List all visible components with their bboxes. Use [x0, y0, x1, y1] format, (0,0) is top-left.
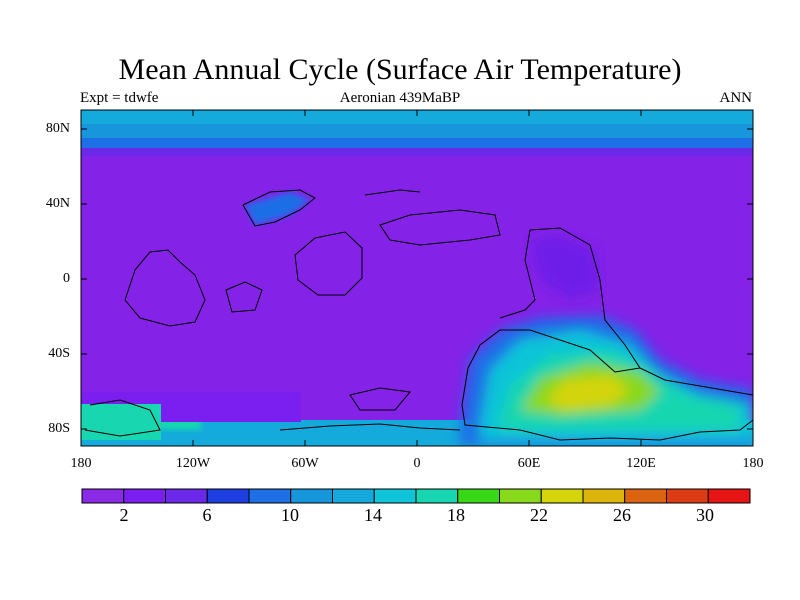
colorbar-swatch — [206, 488, 250, 504]
x-tick-60w: 60W — [291, 456, 319, 471]
y-tick-80s: 80S — [48, 421, 70, 436]
colorbar-label-6: 6 — [202, 505, 212, 525]
coast-south-west — [84, 399, 161, 437]
coast-north-fragment — [364, 189, 421, 196]
colorbar-swatch — [373, 488, 417, 504]
coast-north-landmass — [379, 209, 501, 246]
coast-south-shelf — [279, 423, 461, 431]
colorbar-swatch — [457, 488, 500, 504]
colorbar-label-22: 22 — [530, 505, 548, 525]
period-label: Aeronian 439MaBP — [339, 90, 461, 106]
colorbar-label-30: 30 — [696, 505, 714, 525]
colorbar-label-14: 14 — [364, 505, 382, 525]
x-tick-0: 0 — [413, 456, 421, 471]
x-tick-180e: 180 — [742, 456, 764, 471]
colorbar-swatch — [540, 488, 584, 504]
coast-east-continent — [461, 227, 753, 441]
field-south-teal — [81, 404, 161, 440]
colorbar-swatch — [165, 488, 208, 504]
colorbar — [81, 488, 751, 504]
field-north-band-3 — [81, 138, 753, 148]
x-tick-180w: 180 — [70, 456, 92, 471]
field-warm-continent — [460, 316, 753, 446]
colorbar-label-2: 2 — [119, 505, 129, 525]
colorbar-swatch — [666, 488, 709, 504]
colorbar-swatch — [582, 488, 626, 504]
colorbar-swatch — [123, 488, 166, 504]
colorbar-label-18: 18 — [447, 505, 465, 525]
colorbar-swatch — [624, 488, 667, 504]
colorbar-swatch — [248, 488, 292, 504]
season-label: ANN — [719, 90, 753, 106]
colorbar-swatch — [81, 488, 125, 504]
field-north-band-1 — [81, 110, 753, 124]
y-tick-40s: 40S — [48, 346, 70, 361]
colorbar-label-26: 26 — [613, 505, 631, 525]
field-north-band-2 — [81, 124, 753, 138]
colorbar-swatch — [290, 488, 333, 504]
x-tick-120w: 120W — [175, 456, 211, 471]
temperature-field — [81, 110, 753, 446]
x-tick-120e: 120E — [626, 456, 656, 471]
coast-south-island — [349, 387, 411, 411]
map-title: Mean Annual Cycle (Surface Air Temperatu… — [118, 53, 682, 86]
coast-west-island — [225, 281, 263, 313]
coast-north-island — [242, 189, 316, 227]
colorbar-swatch — [415, 488, 459, 504]
experiment-label: Expt = tdwfe — [80, 90, 159, 106]
field-north-band-4 — [81, 148, 753, 156]
field-cool-patch-2 — [530, 235, 600, 300]
axis-ticks — [81, 110, 753, 446]
colorbar-swatch — [332, 488, 375, 504]
coast-west-continent — [124, 249, 206, 327]
colorbar-swatch — [707, 488, 751, 504]
coast-central-continent — [294, 231, 363, 296]
y-tick-80n: 80N — [45, 121, 70, 136]
coastlines — [84, 189, 753, 441]
colorbar-swatch — [499, 488, 542, 504]
colorbar-label-10: 10 — [281, 505, 299, 525]
y-tick-0: 0 — [63, 271, 70, 286]
coast-east-shelf — [639, 367, 753, 396]
y-tick-40n: 40N — [45, 196, 70, 211]
x-tick-60e: 60E — [517, 456, 541, 471]
field-cool-patch — [245, 192, 310, 225]
